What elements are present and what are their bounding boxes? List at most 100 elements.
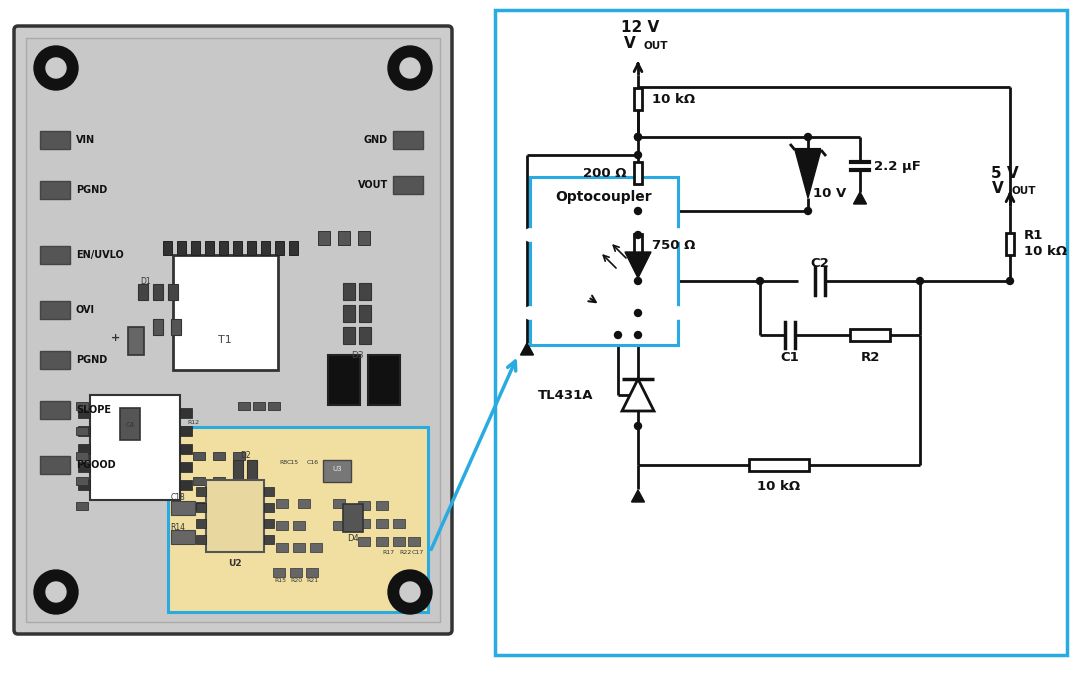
Bar — [393, 131, 423, 149]
Bar — [153, 284, 163, 300]
Text: 10 V: 10 V — [813, 186, 847, 199]
Text: C18: C18 — [171, 493, 186, 502]
Bar — [193, 502, 205, 510]
Text: C4: C4 — [125, 422, 135, 428]
Text: R14: R14 — [171, 523, 186, 532]
Circle shape — [635, 208, 642, 214]
Bar — [180, 408, 192, 418]
Bar — [78, 462, 90, 472]
Bar — [368, 355, 400, 405]
Bar — [530, 177, 678, 345]
Bar — [333, 499, 345, 508]
Text: OUT: OUT — [643, 41, 667, 51]
Bar — [343, 327, 355, 344]
Bar — [495, 10, 1067, 655]
Text: VOUT: VOUT — [357, 180, 388, 190]
Bar — [195, 535, 206, 544]
Circle shape — [635, 332, 642, 338]
Circle shape — [635, 134, 642, 140]
Text: 12 V: 12 V — [621, 19, 659, 34]
Polygon shape — [625, 252, 651, 278]
Bar — [850, 329, 890, 341]
Text: U3: U3 — [333, 466, 341, 472]
Bar — [338, 231, 350, 245]
Bar — [276, 543, 288, 552]
Polygon shape — [622, 379, 654, 411]
Bar — [78, 480, 90, 490]
Text: T1: T1 — [218, 335, 232, 345]
Polygon shape — [632, 490, 645, 502]
Text: R8: R8 — [279, 460, 287, 465]
Bar — [153, 319, 163, 335]
Text: R15: R15 — [274, 578, 286, 583]
Bar — [168, 284, 178, 300]
Bar — [273, 568, 285, 577]
Bar — [40, 246, 70, 264]
Circle shape — [400, 58, 420, 78]
Circle shape — [46, 58, 66, 78]
Circle shape — [400, 582, 420, 602]
Bar — [276, 499, 288, 508]
Circle shape — [33, 46, 78, 90]
Text: D4: D4 — [347, 534, 359, 543]
Bar — [376, 519, 388, 528]
Text: +: + — [111, 333, 121, 343]
Circle shape — [805, 208, 811, 214]
Bar — [359, 283, 372, 300]
Text: VIN: VIN — [76, 135, 95, 145]
Circle shape — [525, 308, 536, 319]
Polygon shape — [521, 343, 534, 355]
Text: C1: C1 — [781, 351, 799, 364]
Bar — [253, 402, 265, 410]
Text: EN/UVLO: EN/UVLO — [76, 250, 124, 260]
Text: R22: R22 — [399, 550, 411, 555]
Circle shape — [673, 229, 684, 240]
Text: 750 Ω: 750 Ω — [652, 238, 696, 251]
Bar — [171, 501, 195, 515]
Text: D2: D2 — [241, 451, 252, 460]
Bar — [213, 502, 225, 510]
Text: 200 Ω: 200 Ω — [583, 166, 626, 179]
Text: R21: R21 — [306, 578, 319, 583]
Bar — [238, 402, 249, 410]
Text: C15: C15 — [287, 460, 299, 465]
Bar — [168, 427, 428, 612]
Text: TL431A: TL431A — [538, 388, 593, 401]
Circle shape — [388, 46, 432, 90]
Circle shape — [635, 134, 642, 140]
Bar — [195, 519, 206, 528]
Bar — [233, 452, 245, 460]
Bar — [357, 537, 370, 546]
Bar — [750, 459, 809, 471]
Circle shape — [635, 232, 642, 238]
Text: D1: D1 — [140, 277, 151, 286]
Bar — [275, 241, 284, 255]
Circle shape — [525, 229, 536, 240]
Circle shape — [635, 277, 642, 284]
Circle shape — [615, 332, 621, 338]
Bar — [40, 401, 70, 419]
Bar — [293, 521, 305, 530]
Circle shape — [1007, 277, 1013, 284]
Bar — [289, 241, 298, 255]
Bar — [195, 487, 206, 496]
Text: PGND: PGND — [76, 185, 107, 195]
Bar — [205, 241, 214, 255]
Bar — [323, 460, 351, 482]
Bar — [76, 452, 87, 460]
Bar — [193, 452, 205, 460]
Bar — [213, 477, 225, 485]
Bar — [393, 537, 405, 546]
Bar — [76, 477, 87, 485]
Bar — [213, 452, 225, 460]
Bar — [343, 283, 355, 300]
Circle shape — [756, 277, 764, 284]
Circle shape — [673, 308, 684, 319]
Text: R17: R17 — [382, 550, 394, 555]
Circle shape — [33, 570, 78, 614]
Text: R2: R2 — [861, 351, 880, 364]
Text: 10 kΩ: 10 kΩ — [757, 480, 800, 493]
Text: U2: U2 — [228, 560, 242, 569]
Bar — [40, 456, 70, 474]
Bar — [206, 480, 264, 552]
